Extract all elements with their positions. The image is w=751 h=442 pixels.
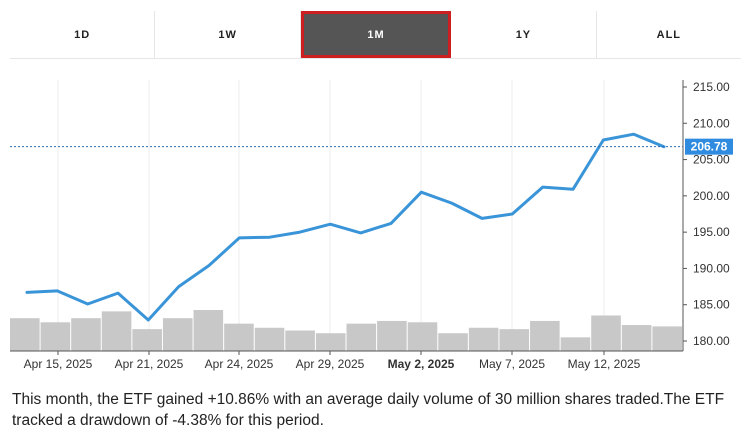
volume-bar-10 [315, 333, 346, 351]
y-tick-label: 195.00 [693, 225, 730, 239]
x-tick-label: May 12, 2025 [568, 357, 641, 371]
volume-bar-15 [468, 327, 499, 351]
volume-bar-17 [530, 320, 560, 351]
volume-bar-18 [560, 337, 591, 351]
y-tick-label: 210.00 [693, 116, 730, 130]
volume-bar-3 [101, 311, 132, 351]
y-tick-label: 215.00 [693, 80, 730, 94]
volume-bar-9 [285, 330, 315, 351]
volume-bar-5 [162, 318, 193, 351]
y-tick-label: 180.00 [693, 334, 730, 348]
volume-bar-13 [407, 322, 438, 351]
x-tick-label: Apr 29, 2025 [296, 357, 365, 371]
tab-1y[interactable]: 1Y [451, 11, 597, 58]
tab-all[interactable]: ALL [596, 11, 742, 58]
volume-bar-19 [591, 315, 621, 351]
x-tick-label: May 2, 2025 [388, 357, 455, 371]
volume-bar-14 [438, 333, 468, 351]
price-chart: 215.00 210.00 205.00 200.00 195.00 190.00 185.… [0, 72, 751, 372]
tab-1m[interactable]: 1M [300, 11, 452, 58]
volume-bar-12 [377, 320, 407, 351]
volume-bar-8 [254, 327, 285, 351]
tab-1d[interactable]: 1D [10, 11, 156, 58]
volume-bar-1 [40, 322, 71, 351]
y-tick-label: 190.00 [693, 261, 730, 275]
volume-bar-16 [499, 329, 530, 351]
current-price-label: 206.78 [691, 140, 728, 154]
volume-bar-20 [621, 325, 652, 351]
volume-bar-21 [652, 326, 682, 351]
price-line [25, 132, 666, 322]
tab-1w[interactable]: 1W [155, 11, 301, 58]
y-tick-label: 185.00 [693, 298, 730, 312]
x-tick-label: Apr 24, 2025 [205, 357, 274, 371]
x-tick-label: Apr 21, 2025 [115, 357, 184, 371]
volume-bar-11 [346, 323, 377, 351]
volume-bar-2 [71, 318, 101, 351]
volume-bar-7 [224, 323, 254, 351]
volume-bar-6 [193, 310, 224, 351]
y-tick-label: 205.00 [693, 153, 730, 167]
price-chart-svg: 215.00 210.00 205.00 200.00 195.00 190.00 185.… [10, 80, 733, 371]
x-tick-label: May 7, 2025 [479, 357, 545, 371]
timeframe-tabs: 1D 1W 1M 1Y ALL [10, 11, 742, 59]
x-tick-label: Apr 15, 2025 [24, 357, 93, 371]
y-tick-label: 200.00 [693, 189, 730, 203]
performance-summary: This month, the ETF gained +10.86% with … [12, 391, 725, 429]
volume-bar-0 [10, 318, 40, 351]
volume-bar-4 [132, 329, 162, 351]
current-price-tag [685, 138, 733, 155]
